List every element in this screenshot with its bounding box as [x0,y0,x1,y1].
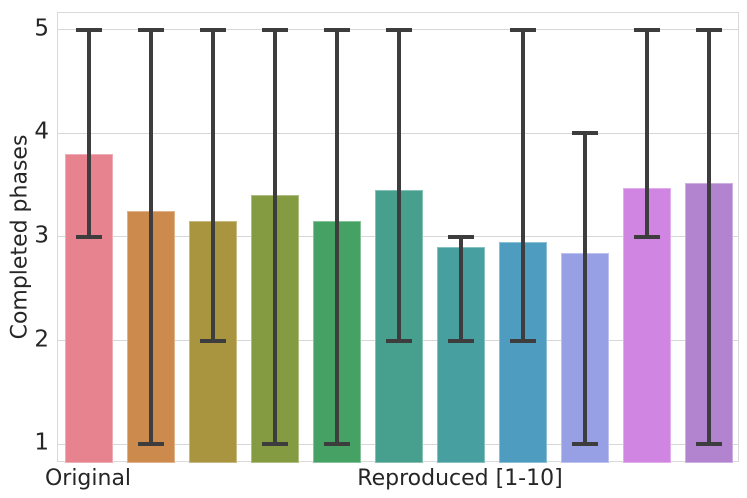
error-bar-line [397,29,401,341]
error-bar-cap-high [324,27,350,32]
plot-area [57,12,739,463]
error-bar-line [211,29,215,341]
error-bar-line [149,29,153,445]
error-bar-cap-low [138,442,164,447]
error-bar-cap-low [510,338,536,343]
error-bar-cap-high [696,27,722,32]
error-bar-cap-high [634,27,660,32]
error-bar-cap-high [76,27,102,32]
error-bar-line [707,29,711,445]
error-bar-cap-high [386,27,412,32]
error-bar-cap-low [448,338,474,343]
error-bar-cap-low [572,442,598,447]
error-bar-cap-low [200,338,226,343]
error-bar-line [583,133,587,445]
x-tick-label-original: Original [44,466,132,491]
error-bar-cap-high [448,234,474,239]
y-tick-label-2: 2 [34,326,49,353]
error-bar-cap-high [262,27,288,32]
error-bar-line [273,29,277,445]
error-bar-cap-low [634,234,660,239]
y-axis-tick-labels: 1 2 3 4 5 [0,12,49,462]
y-tick-label-3: 3 [34,222,49,249]
error-bar-line [521,29,525,341]
error-bar-cap-low [262,442,288,447]
error-bar-cap-low [76,234,102,239]
y-tick-label-1: 1 [34,429,49,456]
error-bar-line [87,29,91,237]
error-bar-cap-high [572,131,598,136]
error-bar-cap-high [138,27,164,32]
y-tick-label-5: 5 [34,15,49,42]
error-bar-line [459,236,463,341]
bar-original [65,154,113,463]
error-bar-cap-high [200,27,226,32]
x-tick-label-reproduced-1-10-: Reproduced [1-10] [357,466,563,491]
error-bar-cap-low [386,338,412,343]
error-bar-cap-low [696,442,722,447]
y-tick-label-4: 4 [34,118,49,145]
x-axis-tick-labels: Original Reproduced [1-10] [45,462,739,498]
error-bar-cap-high [510,27,536,32]
error-bar-line [645,29,649,237]
error-bar-cap-low [324,442,350,447]
error-bar-line [335,29,339,445]
